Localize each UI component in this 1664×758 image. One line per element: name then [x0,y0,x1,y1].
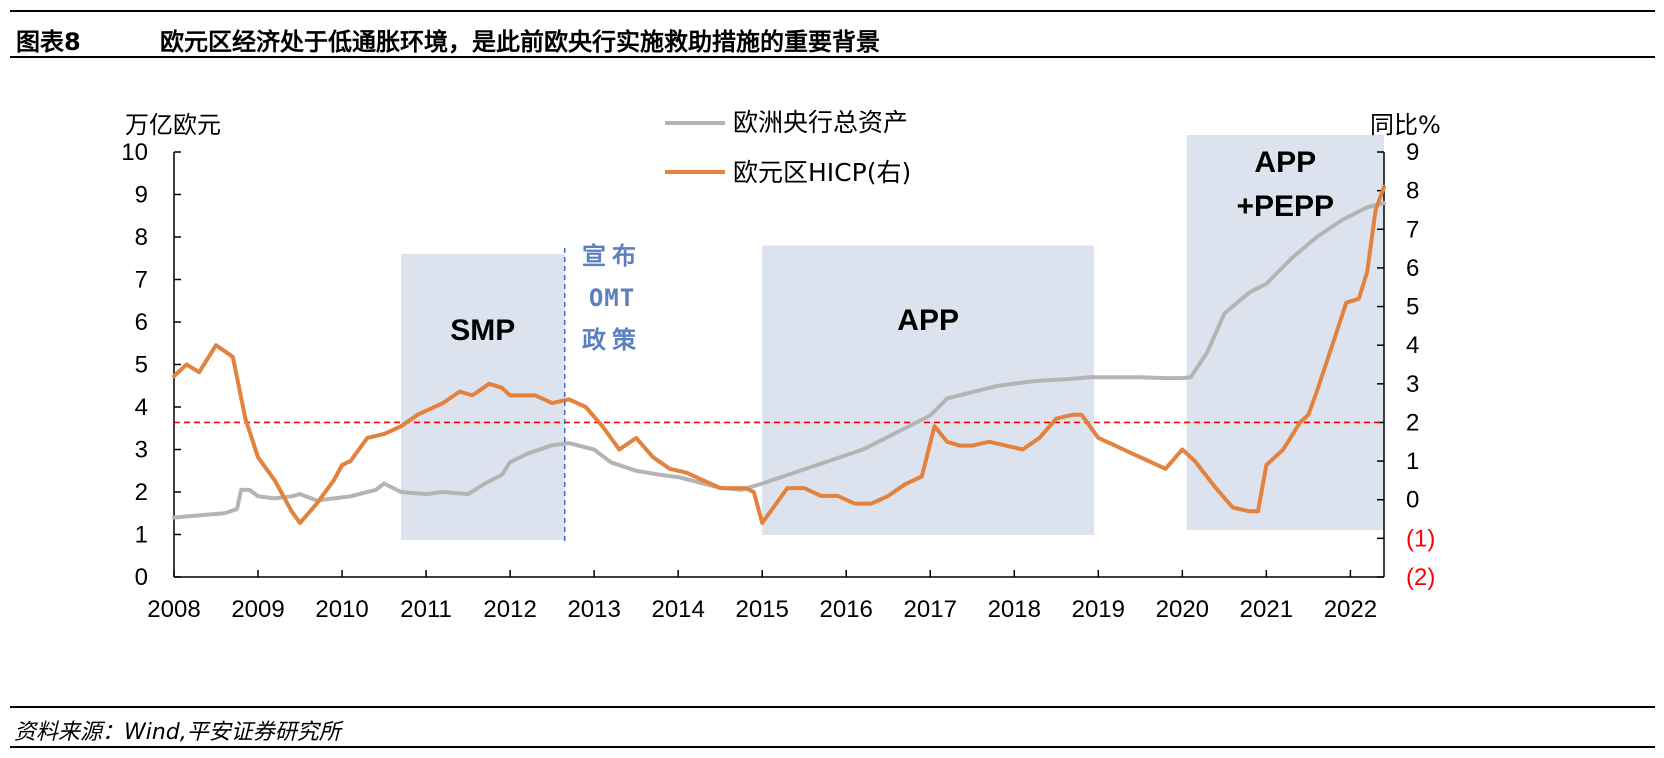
y-left-tick-label: 3 [135,437,148,464]
x-tick-label: 2019 [1072,596,1125,623]
y-right-tick-label: (1) [1406,525,1435,552]
y-left-tick-label: 9 [135,182,148,209]
x-tick-label: 2017 [904,596,957,623]
y-left-tick-label: 2 [135,479,148,506]
y-right-tick-label: 3 [1406,371,1419,398]
x-tick-label: 2012 [483,596,536,623]
y-left-tick-label: 6 [135,309,148,336]
x-tick-label: 2022 [1324,596,1377,623]
y-left-tick-label: 8 [135,224,148,251]
x-tick-label: 2014 [651,596,704,623]
axes: 0 1 2 3 4 5 6 7 8 9 10 (2) (1) 0 1 2 3 4 5 6 7 8 9 2008 2009 2010… [121,139,1435,623]
region-labels: SMP APP APP +PEPP 宣布 OMT 政策 [450,146,1334,541]
source-note: 资料来源：Wind,平安证券研究所 [14,720,341,745]
y-right-tick-label: 6 [1406,255,1419,282]
x-tick-label: 2013 [567,596,620,623]
figure-header: 图表8 欧元区经济处于低通胀环境，是此前欧央行实施救助措施的重要背景 [10,10,1655,58]
x-tick-label: 2011 [400,596,452,623]
x-tick-label: 2021 [1240,596,1293,623]
region-label-2: APP [1254,146,1316,179]
y-left-tick-label: 7 [135,267,148,294]
figure-label: 图表8 [16,28,81,56]
x-tick-label: 2018 [988,596,1041,623]
chart: 0 1 2 3 4 5 6 7 8 9 10 (2) (1) 0 1 2 3 4 5 6 7 8 9 2008 2009 2010… [121,108,1441,623]
legend-label-ecb-assets: 欧洲央行总资产 [733,108,908,137]
shaded-region-2 [1186,135,1384,530]
y-right-tick-label: 8 [1406,178,1419,205]
figure-title: 欧元区经济处于低通胀环境，是此前欧央行实施救助措施的重要背景 [160,28,880,56]
x-tick-label: 2010 [315,596,368,623]
x-tick-label: 2009 [231,596,284,623]
legend: 欧洲央行总资产 欧元区HICP(右) [665,108,911,187]
y-right-tick-label: 2 [1406,409,1419,436]
omt-label-line-0: 宣布 [582,242,642,270]
legend-label-hicp: 欧元区HICP(右) [733,158,911,187]
y-left-axis-title: 万亿欧元 [125,111,221,139]
omt-label-line-2: 政策 [582,326,642,354]
series-line-hicp [172,184,1386,525]
x-tick-label: 2016 [820,596,873,623]
y-left-tick-label: 4 [135,394,148,421]
y-left-tick-label: 0 [135,564,148,591]
y-right-tick-label: 5 [1406,294,1419,321]
region-label-0: SMP [450,314,515,347]
shaded-regions [400,135,1384,540]
series-line-ecb-assets [172,201,1386,520]
y-right-tick-label: 1 [1406,448,1419,475]
x-tick-label: 2008 [147,596,200,623]
omt-label-line-1: OMT [589,284,635,312]
region-label-2-line2: +PEPP [1236,190,1334,223]
y-left-tick-label: 10 [121,139,148,166]
y-right-tick-label: (2) [1406,564,1435,591]
y-left-tick-label: 5 [135,352,148,379]
figure-footer: 资料来源：Wind,平安证券研究所 [10,706,1655,748]
y-right-tick-label: 7 [1406,216,1419,243]
y-right-tick-label: 0 [1406,487,1419,514]
x-tick-label: 2020 [1156,596,1209,623]
series-lines [172,184,1386,525]
y-right-tick-label: 9 [1406,139,1419,166]
y-right-axis-title: 同比% [1370,111,1441,139]
region-label-1: APP [897,304,959,337]
y-right-tick-label: 4 [1406,332,1419,359]
x-tick-label: 2015 [735,596,788,623]
shaded-region-1 [762,245,1095,535]
y-left-tick-label: 1 [135,522,148,549]
